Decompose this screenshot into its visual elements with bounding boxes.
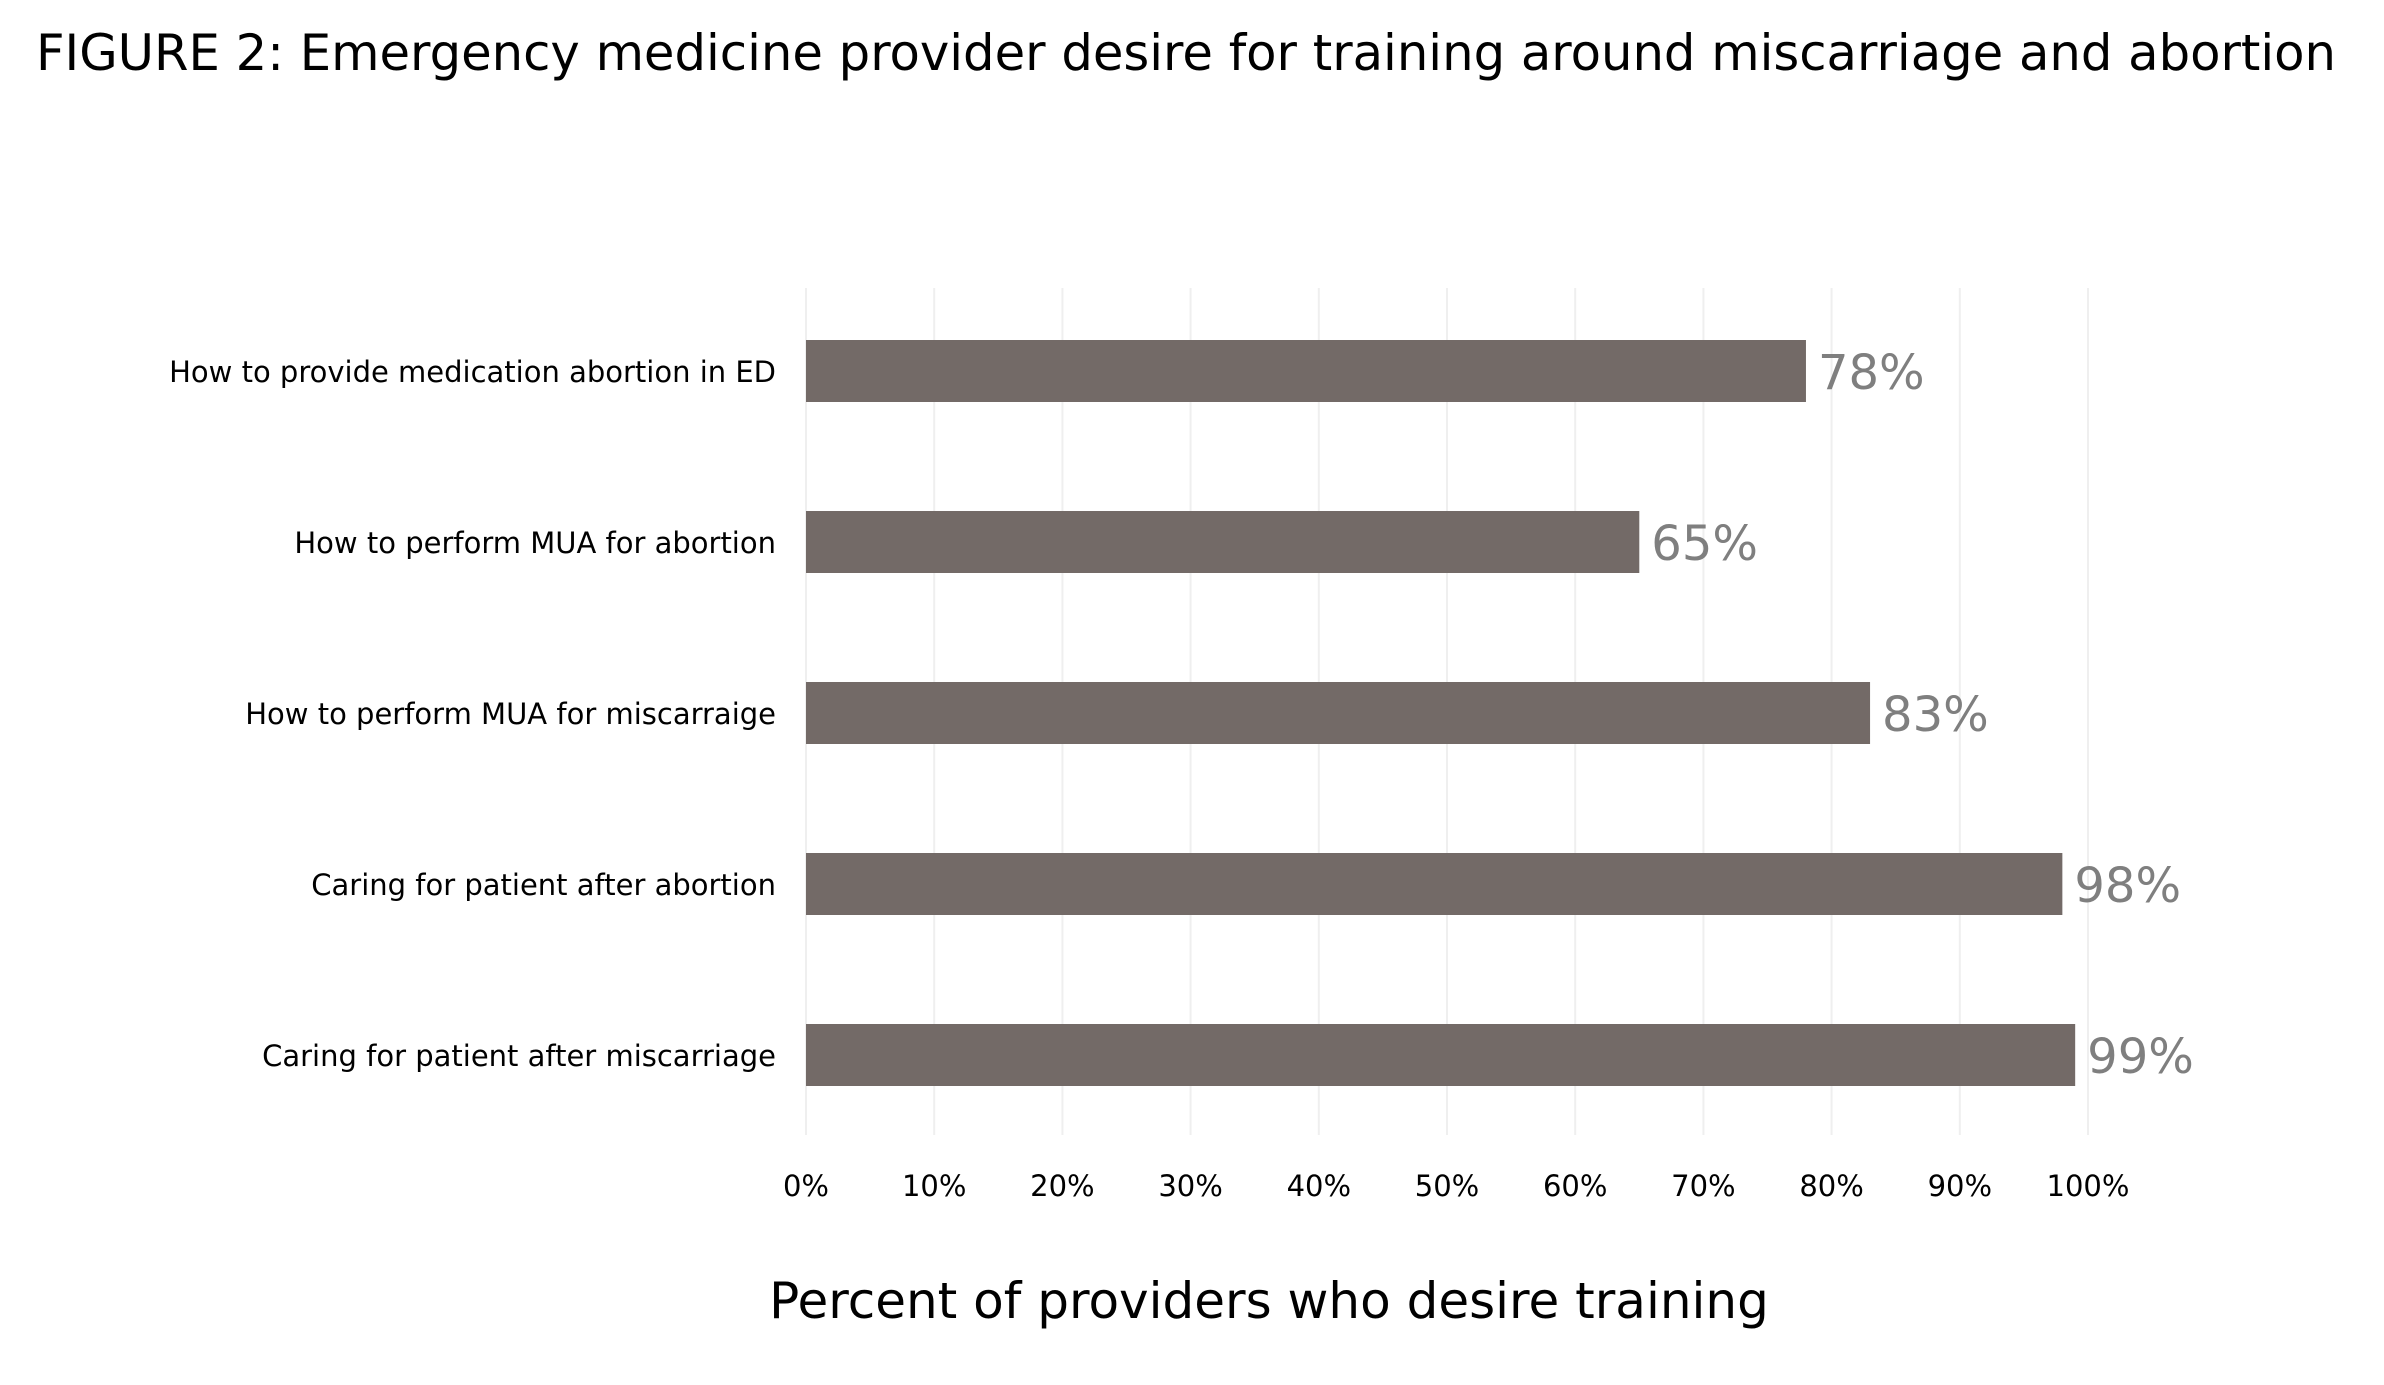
category-label: Caring for patient after miscarriage [262,1039,776,1073]
data-label: 65% [1651,516,1758,572]
data-label: 98% [2074,858,2181,914]
x-axis-label: Percent of providers who desire training [769,1272,1769,1330]
category-labels: How to provide medication abortion in ED… [169,355,776,1073]
x-tick-label: 10% [902,1169,966,1203]
bar [806,853,2063,915]
x-tick-label: 40% [1287,1169,1351,1203]
x-tick-label: 20% [1030,1169,1094,1203]
bar [806,340,1806,402]
x-tick-labels: 0% 10% 20% 30% 40% 50% 60% 70% 80% 90% 100% [783,1169,2129,1203]
x-tick-label: 100% [2047,1169,2130,1203]
x-tick-label: 90% [1928,1169,1992,1203]
data-label: 78% [1818,345,1925,401]
x-tick-label: 30% [1158,1169,1222,1203]
data-labels: 78% 65% 83% 98% 99% [1651,345,2194,1085]
category-label: How to perform MUA for miscarraige [245,697,776,731]
x-tick-label: 50% [1415,1169,1479,1203]
bar [806,511,1640,573]
category-label: How to provide medication abortion in ED [169,355,776,389]
bar [806,1024,2076,1086]
bars [806,340,2076,1086]
chart-title: FIGURE 2: Emergency medicine provider de… [36,24,2336,82]
x-tick-label: 80% [1799,1169,1863,1203]
x-tick-label: 70% [1671,1169,1735,1203]
bar [806,682,1871,744]
data-label: 83% [1882,687,1989,743]
category-label: Caring for patient after abortion [311,868,776,902]
x-tick-label: 60% [1543,1169,1607,1203]
data-label: 99% [2087,1029,2194,1085]
category-label: How to perform MUA for abortion [294,526,776,560]
x-tick-label: 0% [783,1169,829,1203]
